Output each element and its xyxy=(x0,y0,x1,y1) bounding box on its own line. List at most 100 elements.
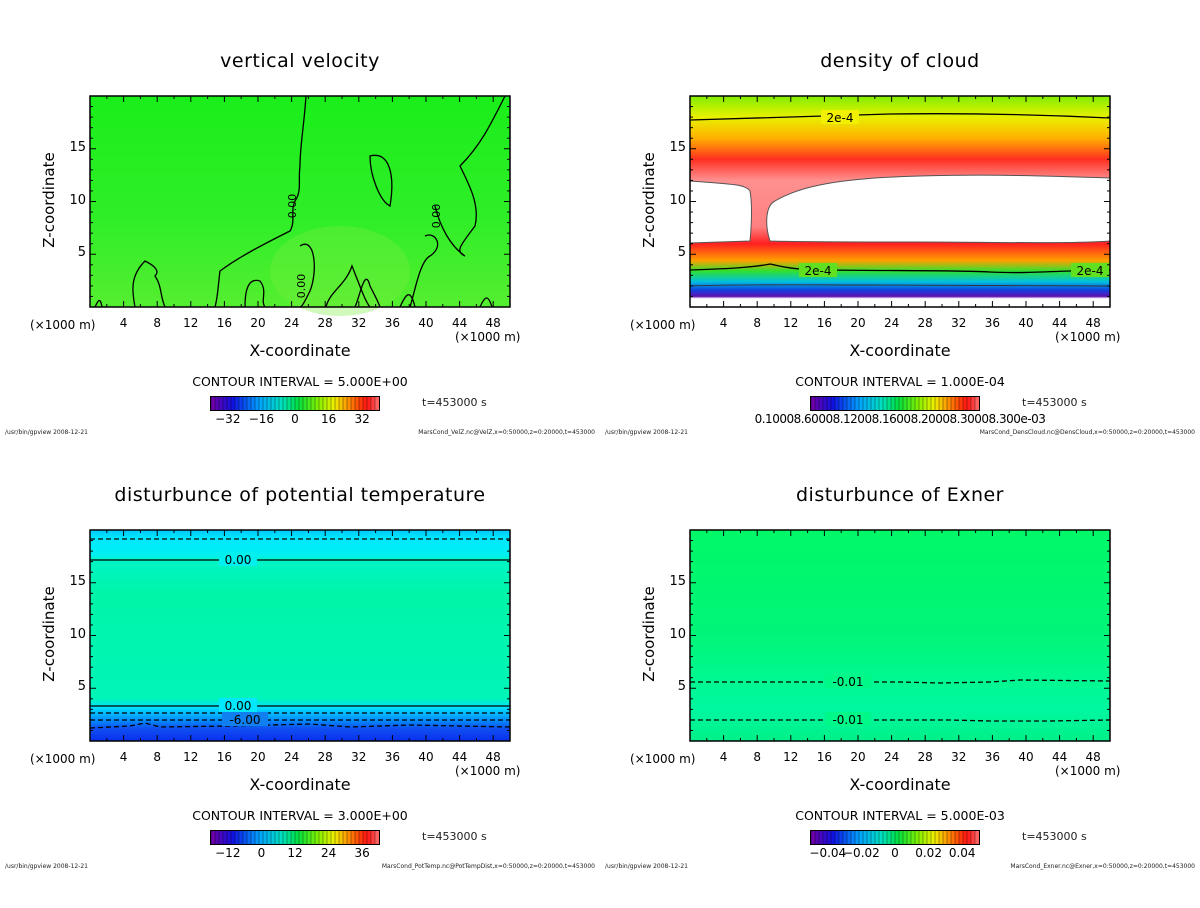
contour-line xyxy=(299,243,315,308)
contour-line xyxy=(214,95,307,308)
contour-line xyxy=(94,299,103,308)
colorbar xyxy=(810,396,980,411)
x-axis-label: X-coordinate xyxy=(849,341,951,360)
colorbar-band xyxy=(819,831,824,844)
colorbar-band xyxy=(283,397,288,410)
colorbar-band xyxy=(239,831,244,844)
x-axis-label: X-coordinate xyxy=(849,775,951,794)
x-tick-label: 32 xyxy=(951,316,967,330)
y-tick-label: 10 xyxy=(69,626,86,642)
colorbar-tick-labels: 0.10008.60008.12008.16008.20008.30008.30… xyxy=(754,412,1046,426)
field-fill xyxy=(90,530,510,741)
contour-label-bg xyxy=(799,263,837,277)
colorbar-band xyxy=(307,831,312,844)
colorbar-band xyxy=(295,397,300,410)
x-tick-label: 24 xyxy=(283,750,300,764)
colorbar-band xyxy=(323,397,328,410)
x-tick-label: 20 xyxy=(850,316,866,330)
colorbar-tick-label: −12 xyxy=(215,846,241,860)
colorbar-band xyxy=(275,397,280,410)
colorbar-band xyxy=(959,397,964,410)
contour-line xyxy=(689,284,1111,287)
x-tick-label: 32 xyxy=(951,750,967,764)
colorbar-band xyxy=(811,831,816,844)
colorbar-band xyxy=(867,831,872,844)
colorbar-tick-label: 36 xyxy=(354,846,370,860)
colorbar-band xyxy=(307,397,312,410)
colorbar-band xyxy=(899,397,904,410)
colorbar-band xyxy=(959,831,964,844)
colorbar-band xyxy=(843,397,848,410)
colorbar-band xyxy=(347,831,352,844)
colorbar-band xyxy=(891,831,896,844)
colorbar-band xyxy=(863,397,868,410)
colorbar-band xyxy=(931,397,936,410)
colorbar-band xyxy=(267,397,272,410)
contour-line-negative xyxy=(690,719,1111,722)
colorbar-band xyxy=(291,397,296,410)
contour-label: 2e-4 xyxy=(1077,264,1104,278)
colorbar-band xyxy=(811,397,816,410)
plot-frame xyxy=(89,95,511,308)
colorbar-band xyxy=(291,831,296,844)
contour-line xyxy=(244,279,266,308)
colorbar-band xyxy=(927,831,932,844)
colorbar-band xyxy=(343,831,348,844)
colorbar-band xyxy=(279,397,284,410)
colorbar-band xyxy=(851,831,856,844)
colorbar-band xyxy=(831,831,836,844)
footer-right: MarsCond_VelZ.nc@VelZ,x=0:50000,z=0:2000… xyxy=(418,429,595,436)
colorbar-band xyxy=(923,831,928,844)
colorbar-band xyxy=(303,831,308,844)
x-unit-left: (×1000 m) xyxy=(30,318,96,332)
colorbar-band xyxy=(311,397,316,410)
colorbar-band xyxy=(375,831,379,844)
colorbar-band xyxy=(323,831,328,844)
x-tick-label: 16 xyxy=(216,316,233,330)
colorbar-band xyxy=(867,397,872,410)
colorbar-band xyxy=(951,397,956,410)
x-unit-left: (×1000 m) xyxy=(630,318,696,332)
colorbar-band xyxy=(875,831,880,844)
footer-right: MarsCond_Exner.nc@Exner,x=0:50000,z=0:20… xyxy=(1010,863,1195,870)
plot-area: 0.00 0.00 0.00 xyxy=(89,95,511,316)
colorbar-band xyxy=(871,831,876,844)
x-tick-label: 48 xyxy=(1085,316,1101,330)
colorbar-band xyxy=(315,831,320,844)
colorbar-band xyxy=(355,397,360,410)
colorbar-band xyxy=(875,397,880,410)
colorbar-band xyxy=(363,831,368,844)
x-tick-label: 40 xyxy=(1018,750,1034,764)
colorbar-band xyxy=(943,397,948,410)
colorbar-band xyxy=(855,831,860,844)
colorbar-band xyxy=(235,397,240,410)
colorbar-band xyxy=(359,831,364,844)
y-tick-label: 10 xyxy=(669,626,686,642)
colorbar-band xyxy=(211,397,216,410)
x-tick-label: 36 xyxy=(384,750,401,764)
x-tick-label: 4 xyxy=(719,750,728,764)
colorbar-band xyxy=(227,831,232,844)
colorbar-band xyxy=(903,397,908,410)
colorbar-band xyxy=(263,397,268,410)
x-axis-label: X-coordinate xyxy=(249,341,351,360)
plot-frame xyxy=(689,529,1111,742)
colorbar-band xyxy=(963,397,968,410)
colorbar-band xyxy=(299,831,304,844)
cloud-free-region xyxy=(766,174,1111,244)
colorbar-tick-label: 12 xyxy=(287,846,303,860)
footer-left: /usr/bin/gpview 2008-12-21 xyxy=(605,429,688,436)
colorbar xyxy=(810,830,980,845)
colorbar-band xyxy=(895,397,900,410)
colorbar-band xyxy=(287,397,292,410)
contour-interval: CONTOUR INTERVAL = 5.000E-03 xyxy=(795,808,1005,823)
footer-right: MarsCond_PotTemp.nc@PotTempDist,x=0:5000… xyxy=(381,863,595,870)
plot-area: 2e-4 2e-4 2e-4 xyxy=(689,95,1111,308)
panel-density-of-cloud: density of cloud 2e-4 2e-4 2e-4 Z-coordina… xyxy=(600,40,1200,474)
chart-title: vertical velocity xyxy=(220,50,380,72)
colorbar-band xyxy=(275,831,280,844)
plot-frame xyxy=(89,529,511,742)
colorbar-band xyxy=(831,397,836,410)
chart-title: disturbunce of Exner xyxy=(795,484,1004,506)
x-tick-label: 8 xyxy=(753,750,761,764)
